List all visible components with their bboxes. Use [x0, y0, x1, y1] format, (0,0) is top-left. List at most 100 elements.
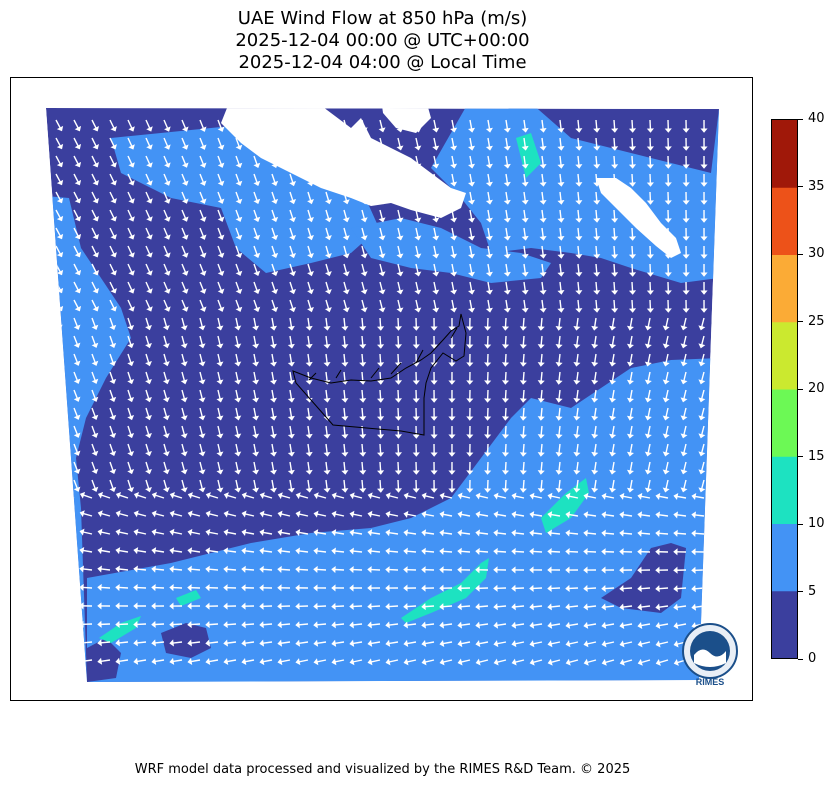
wind-arrow-head: [537, 452, 545, 457]
wind-arrow: [307, 299, 312, 309]
wind-arrow: [569, 513, 579, 517]
wind-arrow-head: [73, 432, 81, 438]
wind-arrow: [576, 461, 579, 472]
wind-arrow: [145, 335, 150, 345]
colorbar-tick-label: 5: [808, 583, 817, 599]
wind-arrow: [217, 245, 222, 255]
wind-arrow: [497, 659, 507, 663]
wind-arrow: [172, 549, 183, 553]
wind-arrow-head: [115, 565, 120, 573]
wind-arrow: [136, 568, 147, 571]
wind-arrow-head: [457, 529, 463, 537]
wind-arrow-head: [92, 144, 99, 150]
wind-arrow-head: [557, 200, 565, 205]
wind-arrow-head: [664, 254, 672, 259]
wind-arrow: [379, 317, 382, 328]
wind-arrow: [145, 245, 151, 255]
wind-arrow-head: [235, 198, 243, 204]
wind-arrow-head: [331, 658, 337, 666]
wind-arrow: [91, 281, 97, 291]
wind-arrow-head: [169, 639, 174, 647]
wind-arrow: [245, 531, 255, 535]
wind-arrow-head: [466, 344, 474, 349]
wind-arrow-head: [557, 308, 565, 313]
wind-arrow: [540, 425, 543, 436]
wind-arrow-head: [662, 415, 670, 421]
wind-arrow: [280, 641, 291, 644]
wind-arrow-head: [403, 603, 408, 611]
wind-arrow-head: [216, 361, 224, 367]
wind-arrow: [397, 281, 401, 291]
wind-arrow: [505, 227, 509, 238]
wind-arrow: [317, 494, 327, 499]
wind-arrow-head: [439, 510, 445, 518]
wind-arrow: [145, 479, 150, 489]
wind-arrow-head: [97, 547, 103, 555]
wind-arrow: [181, 137, 187, 147]
wind-arrow-head: [619, 529, 624, 537]
wind-arrow-head: [468, 307, 476, 313]
wind-arrow-head: [216, 433, 224, 439]
wind-arrow: [551, 513, 561, 517]
wind-arrow-head: [164, 144, 171, 150]
wind-arrow-head: [521, 127, 529, 133]
wind-arrow: [406, 623, 417, 626]
wind-arrow: [343, 209, 348, 219]
wind-arrow: [289, 353, 293, 363]
wind-arrow-head: [539, 127, 547, 133]
wind-arrow-head: [430, 380, 438, 385]
wind-arrow-head: [601, 584, 606, 593]
wind-arrow-head: [331, 639, 337, 647]
wind-arrow-head: [289, 144, 297, 151]
wind-arrow: [325, 263, 330, 273]
wind-arrow-head: [466, 362, 474, 367]
wind-arrow-head: [547, 492, 553, 500]
wind-arrow-head: [223, 565, 228, 573]
wind-region-central-north: [351, 218, 551, 283]
wind-arrow-head: [46, 583, 48, 591]
wind-arrow: [91, 389, 96, 399]
wind-arrow-head: [151, 547, 157, 555]
wind-arrow: [91, 245, 97, 255]
wind-arrow: [676, 532, 687, 535]
wind-arrow-head: [92, 270, 99, 276]
wind-arrow-head: [439, 621, 445, 629]
wind-arrow-head: [241, 621, 246, 629]
wind-arrow-head: [682, 164, 690, 169]
wind-arrow: [540, 461, 543, 472]
wind-arrow-head: [485, 271, 493, 277]
wind-arrow-head: [323, 326, 331, 331]
wind-arrow: [307, 479, 310, 490]
wind-arrow: [659, 623, 669, 627]
wind-arrow-head: [55, 378, 63, 384]
wind-arrow: [109, 443, 114, 453]
wind-arrow-head: [468, 199, 476, 205]
wind-arrow: [155, 531, 165, 535]
wind-arrow: [289, 371, 293, 381]
wind-arrow-head: [313, 602, 318, 610]
wind-arrow-head: [269, 487, 278, 493]
wind-arrow-head: [575, 272, 583, 277]
wind-arrow-head: [313, 510, 319, 518]
wind-arrow: [605, 641, 615, 645]
wind-arrow: [109, 317, 114, 327]
wind-arrow: [550, 623, 561, 627]
wind-arrow-head: [637, 566, 642, 574]
wind-arrow-head: [73, 486, 81, 492]
wind-arrow-head: [626, 451, 634, 457]
wind-arrow: [515, 513, 525, 517]
wind-arrow-head: [73, 450, 81, 456]
wind-arrow-head: [56, 197, 64, 204]
rimes-logo: RIMES: [682, 623, 738, 687]
wind-arrow: [451, 245, 455, 255]
wind-arrow-head: [529, 511, 535, 519]
wind-arrow: [137, 531, 147, 535]
wind-arrow: [127, 119, 133, 129]
wind-arrow-head: [217, 234, 225, 240]
wind-arrow-head: [575, 290, 583, 295]
wind-arrow: [163, 137, 169, 147]
wind-arrow: [271, 407, 275, 417]
wind-arrow-head: [180, 379, 188, 385]
wind-arrow: [271, 263, 276, 273]
calm-pocket-south-3: [87, 638, 121, 682]
